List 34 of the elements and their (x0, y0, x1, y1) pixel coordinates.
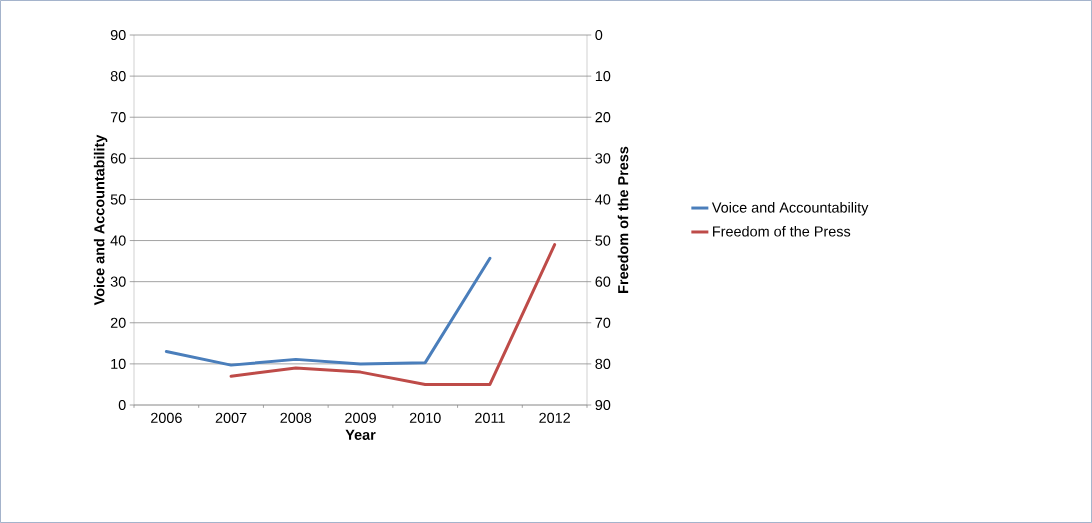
x-tick-label: 2009 (345, 412, 376, 423)
y2-tick-label: 0 (595, 29, 603, 41)
y-tick-label: 0 (118, 399, 126, 411)
y2-tick-label: 30 (595, 153, 611, 164)
x-tick-label: 2012 (539, 412, 570, 423)
y-tick-label: 60 (110, 153, 126, 164)
y-tick-label: 80 (110, 70, 126, 82)
x-tick-label: 2011 (475, 412, 505, 423)
y-tick-label: 40 (110, 235, 126, 246)
y-axis-title: Voice and Accountability (93, 134, 108, 306)
y2-tick-label: 40 (595, 194, 611, 205)
y-tick-label: 20 (110, 317, 126, 328)
x-tick-label: 2010 (409, 412, 441, 423)
x-axis-title: Year (345, 429, 376, 440)
y-tick-label: 10 (111, 358, 126, 369)
y2-tick-label: 20 (595, 112, 611, 123)
legend-label: Voice and Accountability (711, 202, 869, 216)
y-tick-label: 70 (110, 112, 126, 123)
y-tick-label: 30 (110, 276, 126, 287)
y-tick-label: 90 (110, 29, 126, 41)
y2-tick-label: 60 (595, 276, 611, 287)
x-tick-label: 2007 (215, 412, 247, 423)
legend-label: Freedom of the Press (713, 226, 851, 237)
x-tick-label: 2006 (151, 412, 182, 423)
x-tick-label: 2008 (280, 412, 312, 423)
y2-tick-label: 50 (595, 235, 611, 246)
line-series (229, 243, 557, 386)
y2-tick-label: 90 (595, 399, 611, 411)
line-series (164, 256, 492, 367)
y-tick-label: 50 (110, 194, 126, 205)
y2-tick-label: 10 (595, 71, 611, 82)
y2-tick-label: 70 (595, 317, 611, 328)
y2-tick-label: 80 (595, 358, 611, 370)
y2-axis-title: Freedom of the Press (617, 146, 629, 293)
